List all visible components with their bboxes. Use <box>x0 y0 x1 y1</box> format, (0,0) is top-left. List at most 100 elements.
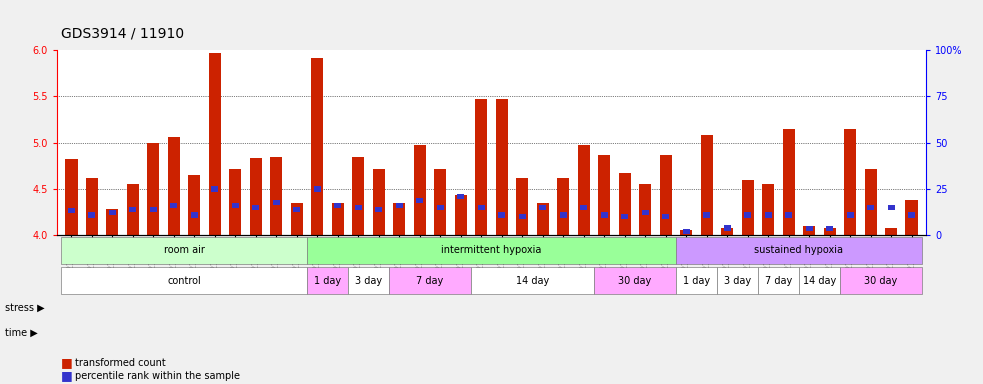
Bar <box>331 203 344 235</box>
Bar <box>621 214 628 219</box>
Bar <box>376 207 382 212</box>
Bar <box>389 267 471 294</box>
Bar <box>762 184 775 235</box>
Bar <box>824 228 836 235</box>
Bar <box>803 226 815 235</box>
Bar <box>168 137 180 235</box>
Text: 30 day: 30 day <box>618 276 652 286</box>
Bar <box>578 146 590 235</box>
Bar <box>293 207 300 212</box>
Text: 3 day: 3 day <box>723 276 751 286</box>
Bar <box>355 205 362 210</box>
Bar <box>307 267 348 294</box>
Bar <box>806 226 813 232</box>
Bar <box>540 205 547 210</box>
Text: 1 day: 1 day <box>314 276 341 286</box>
Bar <box>471 267 594 294</box>
Bar <box>229 169 242 235</box>
Bar <box>557 178 569 235</box>
Text: stress ▶: stress ▶ <box>5 303 44 313</box>
Bar <box>291 203 303 235</box>
Bar <box>130 207 137 212</box>
Bar <box>478 205 485 210</box>
Text: percentile rank within the sample: percentile rank within the sample <box>75 371 240 381</box>
Bar <box>270 157 282 235</box>
Text: 14 day: 14 day <box>803 276 836 286</box>
Bar <box>519 214 526 219</box>
Bar <box>417 198 423 203</box>
Bar <box>744 212 751 218</box>
Bar <box>109 210 116 215</box>
Bar <box>785 212 792 218</box>
Text: intermittent hypoxia: intermittent hypoxia <box>441 245 542 255</box>
Bar <box>414 146 426 235</box>
Text: 14 day: 14 day <box>516 276 549 286</box>
Bar <box>864 169 877 235</box>
Bar <box>580 205 587 210</box>
Bar <box>867 205 874 210</box>
Bar <box>560 212 566 218</box>
Bar <box>314 187 320 192</box>
Bar <box>88 212 95 218</box>
Bar <box>799 267 839 294</box>
Bar <box>701 135 713 235</box>
Text: 7 day: 7 day <box>417 276 443 286</box>
Bar <box>683 229 690 234</box>
Bar <box>905 200 918 235</box>
Bar <box>307 237 676 264</box>
Bar <box>498 212 505 218</box>
Bar <box>253 205 260 210</box>
Bar <box>495 99 508 235</box>
Text: sustained hypoxia: sustained hypoxia <box>754 245 843 255</box>
Bar <box>65 159 78 235</box>
Bar <box>396 203 403 208</box>
Bar <box>765 212 772 218</box>
Text: room air: room air <box>163 245 204 255</box>
Bar <box>150 207 156 212</box>
Bar <box>618 173 631 235</box>
Text: transformed count: transformed count <box>75 358 165 368</box>
Bar <box>782 129 795 235</box>
Text: GDS3914 / 11910: GDS3914 / 11910 <box>61 26 184 40</box>
Bar <box>601 212 607 218</box>
Text: 7 day: 7 day <box>765 276 792 286</box>
Bar <box>436 205 443 210</box>
Bar <box>312 58 323 235</box>
Text: ■: ■ <box>61 356 73 369</box>
Bar <box>250 159 261 235</box>
Bar <box>191 212 198 218</box>
Bar <box>839 267 922 294</box>
Text: 30 day: 30 day <box>864 276 897 286</box>
Bar <box>717 267 758 294</box>
Bar <box>594 267 676 294</box>
Bar <box>680 230 692 235</box>
Bar <box>908 212 915 218</box>
Bar <box>758 267 799 294</box>
Bar <box>703 212 710 218</box>
Bar <box>537 203 549 235</box>
Bar <box>475 99 488 235</box>
Bar <box>348 267 389 294</box>
Bar <box>844 129 856 235</box>
Bar <box>208 53 221 235</box>
Bar <box>127 184 139 235</box>
Text: control: control <box>167 276 201 286</box>
Bar <box>660 155 671 235</box>
Bar <box>188 175 201 235</box>
Bar <box>170 203 177 208</box>
Bar <box>676 267 717 294</box>
Bar <box>457 194 464 199</box>
Bar <box>393 203 405 235</box>
Bar <box>232 203 239 208</box>
Bar <box>741 180 754 235</box>
Bar <box>86 178 98 235</box>
Bar <box>663 214 669 219</box>
Bar <box>352 157 365 235</box>
Bar <box>68 208 75 213</box>
Bar <box>454 195 467 235</box>
Bar <box>211 187 218 192</box>
Bar <box>676 237 922 264</box>
Text: 3 day: 3 day <box>355 276 382 286</box>
Bar <box>827 226 833 232</box>
Bar <box>846 212 853 218</box>
